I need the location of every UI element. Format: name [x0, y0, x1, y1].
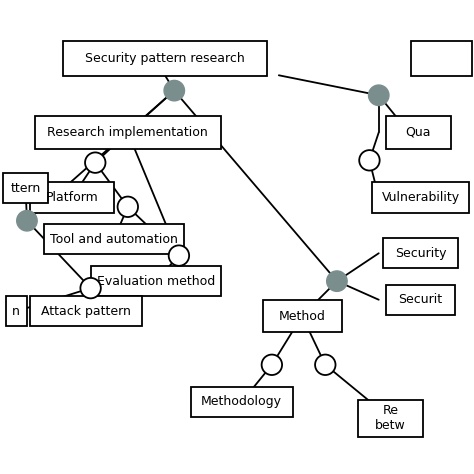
FancyBboxPatch shape	[63, 41, 267, 75]
FancyBboxPatch shape	[263, 300, 342, 332]
Text: Security: Security	[395, 247, 447, 260]
Text: n: n	[12, 305, 20, 318]
Circle shape	[17, 210, 37, 231]
Circle shape	[368, 85, 389, 106]
FancyBboxPatch shape	[372, 182, 469, 213]
Text: Research implementation: Research implementation	[47, 126, 208, 139]
Circle shape	[164, 81, 184, 101]
Circle shape	[85, 153, 106, 173]
Text: Evaluation method: Evaluation method	[97, 274, 215, 288]
FancyBboxPatch shape	[358, 400, 423, 437]
Circle shape	[169, 246, 189, 266]
Circle shape	[315, 355, 336, 375]
Text: ttern: ttern	[10, 182, 41, 195]
Text: Re
betw: Re betw	[375, 404, 406, 432]
Text: Methodology: Methodology	[201, 395, 282, 409]
Text: Tool and automation: Tool and automation	[50, 233, 178, 246]
Text: Security pattern research: Security pattern research	[85, 52, 245, 64]
Circle shape	[81, 278, 101, 298]
Text: Vulnerability: Vulnerability	[382, 191, 460, 204]
Text: Qua: Qua	[405, 126, 431, 139]
FancyBboxPatch shape	[35, 116, 221, 149]
Circle shape	[118, 197, 138, 217]
FancyBboxPatch shape	[6, 296, 27, 327]
FancyBboxPatch shape	[386, 284, 456, 315]
Text: Attack pattern: Attack pattern	[41, 305, 131, 318]
Circle shape	[262, 355, 282, 375]
Text: Platform: Platform	[46, 191, 99, 204]
Text: Securit: Securit	[399, 293, 443, 306]
FancyBboxPatch shape	[30, 182, 114, 213]
FancyBboxPatch shape	[3, 173, 47, 203]
FancyBboxPatch shape	[411, 41, 472, 75]
FancyBboxPatch shape	[30, 296, 142, 327]
FancyBboxPatch shape	[191, 387, 293, 417]
FancyBboxPatch shape	[386, 116, 451, 149]
FancyBboxPatch shape	[91, 266, 221, 296]
Text: Method: Method	[279, 310, 326, 322]
Circle shape	[327, 271, 347, 292]
FancyBboxPatch shape	[44, 224, 183, 255]
Circle shape	[359, 150, 380, 171]
FancyBboxPatch shape	[383, 238, 458, 268]
